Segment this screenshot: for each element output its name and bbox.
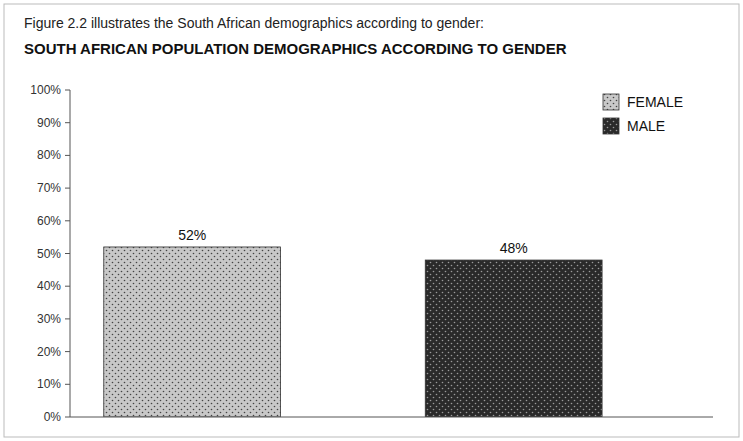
y-tick-label: 100% — [30, 83, 61, 97]
data-label: 52% — [178, 227, 206, 243]
y-tick-label: 50% — [37, 247, 61, 261]
y-tick — [65, 155, 70, 156]
y-tick-label: 60% — [37, 214, 61, 228]
subtitle: Figure 2.2 illustrates the South African… — [24, 15, 484, 31]
legend: FEMALE MALE — [603, 94, 683, 134]
y-tick — [65, 384, 70, 385]
bars — [104, 247, 602, 417]
y-tick-label: 30% — [37, 312, 61, 326]
x-axis-line — [70, 417, 713, 418]
y-tick-label: 90% — [37, 116, 61, 130]
bar — [425, 260, 602, 417]
y-tick — [65, 417, 70, 418]
legend-swatch — [603, 94, 619, 110]
legend-label: FEMALE — [627, 94, 683, 110]
y-tick-label: 10% — [37, 377, 61, 391]
y-tick-label: 0% — [44, 410, 62, 424]
y-tick-label: 70% — [37, 181, 61, 195]
chart-container: Figure 2.2 illustrates the South African… — [0, 0, 743, 441]
y-tick-label: 20% — [37, 345, 61, 359]
figure-border — [4, 4, 739, 437]
y-tick — [65, 286, 70, 287]
y-tick-label: 40% — [37, 279, 61, 293]
y-tick — [65, 220, 70, 221]
chart-svg: Figure 2.2 illustrates the South African… — [0, 0, 743, 441]
legend-label: MALE — [627, 118, 665, 134]
y-tick — [65, 253, 70, 254]
data-label: 48% — [500, 240, 528, 256]
legend-swatch — [603, 118, 619, 134]
y-tick — [65, 188, 70, 189]
y-axis: 0% 10% 20% 30% 40% 50% 60% 70% 80% 90% 100% — [30, 83, 70, 424]
y-tick — [65, 90, 70, 91]
data-labels: 52% 48% — [178, 227, 528, 256]
y-tick — [65, 122, 70, 123]
y-tick-label: 80% — [37, 148, 61, 162]
y-tick — [65, 351, 70, 352]
bar — [104, 247, 281, 417]
y-tick — [65, 318, 70, 319]
title: SOUTH AFRICAN POPULATION DEMOGRAPHICS AC… — [24, 40, 567, 57]
